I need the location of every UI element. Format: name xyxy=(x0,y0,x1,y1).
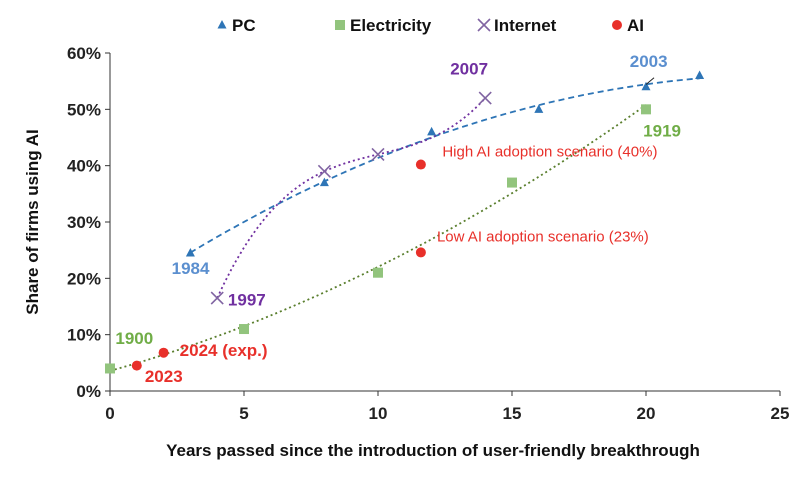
point-electricity xyxy=(239,324,249,335)
annotation-label: Low AI adoption scenario (23%) xyxy=(437,229,649,246)
x-tick-label: 10 xyxy=(369,404,388,423)
annotation-label: 2003 xyxy=(630,52,668,71)
annotation-label: 1997 xyxy=(228,290,266,309)
annotation-label: 1984 xyxy=(172,259,210,278)
x-tick-label: 15 xyxy=(503,404,522,423)
y-tick-label: 50% xyxy=(67,100,101,119)
annotation-label: 2024 (exp.) xyxy=(180,341,268,360)
point-electricity xyxy=(641,104,651,115)
legend-marker-pc xyxy=(217,20,227,29)
legend-label-internet: Internet xyxy=(494,16,557,35)
legend-label-ai: AI xyxy=(627,16,644,35)
point-ai xyxy=(415,159,426,170)
annotation-label: 2023 xyxy=(145,367,183,386)
y-axis-title: Share of firms using AI xyxy=(23,129,42,314)
point-pc xyxy=(695,70,705,80)
point-pc xyxy=(185,247,195,257)
x-stroke xyxy=(210,291,224,305)
point-ai xyxy=(415,247,426,258)
x-axis-title: Years passed since the introduction of u… xyxy=(166,441,700,460)
trend-lines xyxy=(109,77,700,372)
point-electricity xyxy=(373,267,383,278)
point-pc xyxy=(427,126,437,136)
point-internet xyxy=(210,291,224,305)
point-pc xyxy=(641,81,651,91)
data-points xyxy=(105,70,705,374)
x-stroke xyxy=(477,18,491,32)
legend-marker-electricity xyxy=(335,20,345,30)
point-ai xyxy=(158,347,169,358)
y-tick-label: 40% xyxy=(67,157,101,176)
legend-label-pc: PC xyxy=(232,16,256,35)
y-tick-label: 0% xyxy=(76,382,101,401)
point-ai xyxy=(131,360,142,371)
point-internet xyxy=(371,147,385,161)
trend-line-pc xyxy=(189,77,700,254)
axes: 0 5 10 15 20 25 0% 10% 20% 30% 40% 50% 60% xyxy=(67,44,789,423)
trend-line-internet xyxy=(216,97,486,299)
legend-marker-internet xyxy=(477,18,491,32)
y-tick-label: 10% xyxy=(67,326,101,345)
point-internet xyxy=(478,91,492,105)
x-stroke xyxy=(478,91,492,105)
x-stroke xyxy=(317,164,331,178)
point-internet xyxy=(317,164,331,178)
annotation-label: High AI adoption scenario (40%) xyxy=(442,144,657,161)
x-tick-label: 25 xyxy=(771,404,790,423)
legend-marker-ai xyxy=(612,20,622,30)
x-tick-label: 0 xyxy=(105,404,114,423)
y-tick-label: 60% xyxy=(67,44,101,63)
x-stroke xyxy=(371,147,385,161)
point-electricity xyxy=(105,363,115,374)
legend: PC Electricity Internet AI xyxy=(217,16,644,35)
y-tick-label: 30% xyxy=(67,213,101,232)
point-pc xyxy=(319,177,329,187)
annotation-label: 2007 xyxy=(450,59,488,78)
x-tick-label: 5 xyxy=(239,404,248,423)
annotations: 1900 2024 (exp.) 2023 1984 1997 2007 2003 1919 H… xyxy=(115,52,681,386)
x-tick-label: 20 xyxy=(637,404,656,423)
annotation-pointer xyxy=(645,77,655,85)
annotation-label: 1900 xyxy=(115,329,153,348)
y-tick-label: 20% xyxy=(67,269,101,288)
point-electricity xyxy=(507,177,517,188)
annotation-label: 1919 xyxy=(643,121,681,140)
point-pc xyxy=(534,104,544,113)
legend-label-electricity: Electricity xyxy=(350,16,432,35)
